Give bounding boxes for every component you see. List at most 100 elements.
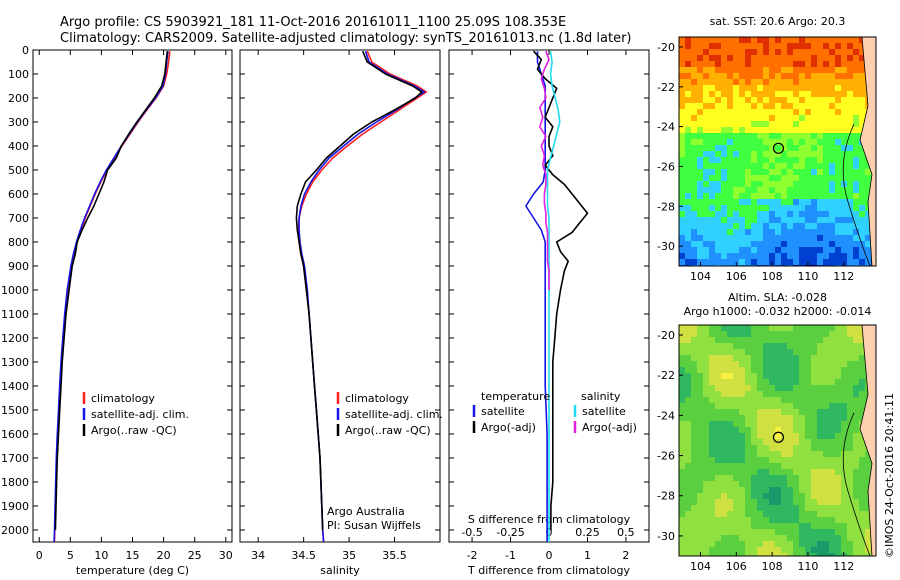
salinity-xlabel: salinity: [320, 564, 360, 577]
temperature-ytick-label: 900: [8, 260, 29, 273]
sla_map-xtick-label: 106: [726, 560, 747, 573]
difference-top-tick-label: -0.5: [461, 526, 482, 539]
difference-xtick-label: 0: [546, 549, 553, 562]
difference-xtick-label: -2: [467, 549, 478, 562]
temperature-ytick-label: 1000: [1, 284, 29, 297]
salinity-xtick-label: 35: [342, 549, 356, 562]
salinity-legend-label: Argo(..raw -QC): [345, 424, 431, 437]
temperature-ytick-label: 500: [8, 164, 29, 177]
difference-panel: -2 -1 0 1 2 T difference from climatology -0.5…: [448, 49, 650, 577]
sst_map-xtick-label: 112: [833, 270, 854, 283]
sla_map-argo-marker: [772, 431, 785, 443]
difference-legend-label: Argo(-adj): [481, 421, 536, 434]
sst_map-ytick-label: -20: [657, 41, 675, 54]
sst_map-xtick-label: 106: [726, 270, 747, 283]
sst_map-argo-marker: [772, 142, 785, 154]
difference-series-argo: [533, 50, 589, 530]
temperature-xtick-label: 5: [67, 549, 74, 562]
temperature-ytick-label: 100: [8, 68, 29, 81]
temperature-legend-label: Argo(..raw -QC): [91, 424, 177, 437]
sla_map-ytick-label: -28: [657, 490, 675, 503]
salinity-legend-label: climatology: [345, 392, 409, 405]
title-line-1: Argo profile: CS 5903921_181 11-Oct-2016…: [60, 15, 566, 30]
temperature-panel: 0 5 10 15 20 25 30 temperature (deg C) 0 100 200 30…: [1, 44, 233, 577]
sla_map-ytick-label: -22: [657, 369, 675, 382]
difference-legend-label: satellite: [481, 405, 525, 418]
salinity-legend-label: satellite-adj. clim.: [345, 408, 443, 421]
temperature-ytick-label: 1800: [1, 476, 29, 489]
sst_map-contour: [842, 123, 871, 267]
temperature-xlabel: temperature (deg C): [76, 564, 189, 577]
difference-top-tick-label: -0.25: [496, 526, 524, 539]
difference-legend-label: satellite: [582, 405, 626, 418]
difference-xtick-label: 2: [622, 549, 629, 562]
temperature-ytick-label: 600: [8, 188, 29, 201]
difference-top-tick-label: 0.5: [617, 526, 635, 539]
temperature-ytick-label: 1700: [1, 452, 29, 465]
difference-legend-label: Argo(-adj): [582, 421, 637, 434]
sla-map-title: Altim. SLA: -0.028: [728, 291, 827, 304]
salinity-xtick-label: 34: [251, 549, 265, 562]
sla_map-panel: 104 106 108 110 112 -20 -22 -24 -26 -28 -30 Altim. …: [657, 291, 877, 573]
sla_map-ytick-label: -26: [657, 450, 675, 463]
title-line-2: Climatology: CARS2009. Satellite-adjuste…: [60, 31, 632, 46]
sla_map-ytick-label: -30: [657, 530, 675, 543]
temperature-ytick-label: 400: [8, 140, 29, 153]
temperature-xtick-label: 10: [94, 549, 108, 562]
sst_map-ytick-label: -26: [657, 160, 675, 173]
temperature-ytick-label: 1600: [1, 428, 29, 441]
temperature-ytick-label: 200: [8, 92, 29, 105]
sla_map-xtick-label: 108: [762, 560, 783, 573]
salinity-series-argo: [295, 50, 423, 531]
sst_map-ytick-label: -24: [657, 121, 675, 134]
temperature-series-argo: [54, 51, 169, 531]
difference-series-sal_argo: [539, 50, 550, 290]
difference-xtick-label: 1: [584, 549, 591, 562]
difference-legend-title-salinity: salinity: [581, 390, 621, 403]
temperature-ytick-label: 2000: [1, 524, 29, 537]
temperature-ytick-label: 1900: [1, 500, 29, 513]
temperature-legend-label: satellite-adj. clim.: [91, 408, 189, 421]
sla-map-subtitle: Argo h1000: -0.032 h2000: -0.014: [684, 305, 872, 318]
difference-series-sal_satellite: [546, 51, 561, 542]
sst_map-xtick-label: 110: [797, 270, 818, 283]
temperature-ytick-label: 1200: [1, 332, 29, 345]
temperature-ytick-label: 700: [8, 212, 29, 225]
sst_map-xtick-label: 104: [690, 270, 711, 283]
sst_map-frame: [678, 36, 877, 267]
temperature-xtick-label: 15: [126, 549, 140, 562]
sla_map-xtick-label: 110: [797, 560, 818, 573]
temperature-ytick-label: 300: [8, 116, 29, 129]
sst_map-ytick-label: -28: [657, 200, 675, 213]
temperature-ytick-label: 0: [22, 44, 29, 57]
temperature-frame: [32, 49, 233, 543]
sla_map-frame: [678, 324, 877, 557]
salinity-frame: [239, 49, 441, 543]
difference-legend-title-temperature: temperature: [481, 390, 550, 403]
temperature-ytick-label: 1300: [1, 356, 29, 369]
temperature-ytick-label: 1400: [1, 380, 29, 393]
temperature-xtick-label: 0: [36, 549, 43, 562]
difference-xlabel: T difference from climatology: [467, 564, 630, 577]
temperature-legend-label: climatology: [91, 392, 155, 405]
temperature-ytick-label: 800: [8, 236, 29, 249]
temperature-xtick-label: 30: [219, 549, 233, 562]
sst_map-xtick-label: 108: [762, 270, 783, 283]
salinity-annotation: Argo Australia: [327, 505, 405, 518]
sla_map-xtick-label: 104: [690, 560, 711, 573]
temperature-xtick-label: 20: [157, 549, 171, 562]
temperature-ytick-label: 1500: [1, 404, 29, 417]
sla_map-xtick-label: 112: [833, 560, 854, 573]
sla_map-ytick-label: -24: [657, 409, 675, 422]
sla_map-ytick-label: -20: [657, 329, 675, 342]
salinity-panel: 34 34.5 35 35.5 salinity climatology satellite…: [239, 49, 443, 577]
sst_map-ytick-label: -22: [657, 81, 675, 94]
sst-map-title: sat. SST: 20.6 Argo: 20.3: [710, 15, 846, 28]
temperature-xtick-label: 25: [188, 549, 202, 562]
difference-top-tick-label: 0.25: [575, 526, 600, 539]
imos-credit: ©IMOS 24-Oct-2016 20:41:11: [883, 393, 896, 558]
difference-xtick-label: -1: [505, 549, 516, 562]
sst_map-panel: 104 106 108 110 112 -20 -22 -24 -26 -28 -30 sat. SS…: [657, 15, 877, 283]
